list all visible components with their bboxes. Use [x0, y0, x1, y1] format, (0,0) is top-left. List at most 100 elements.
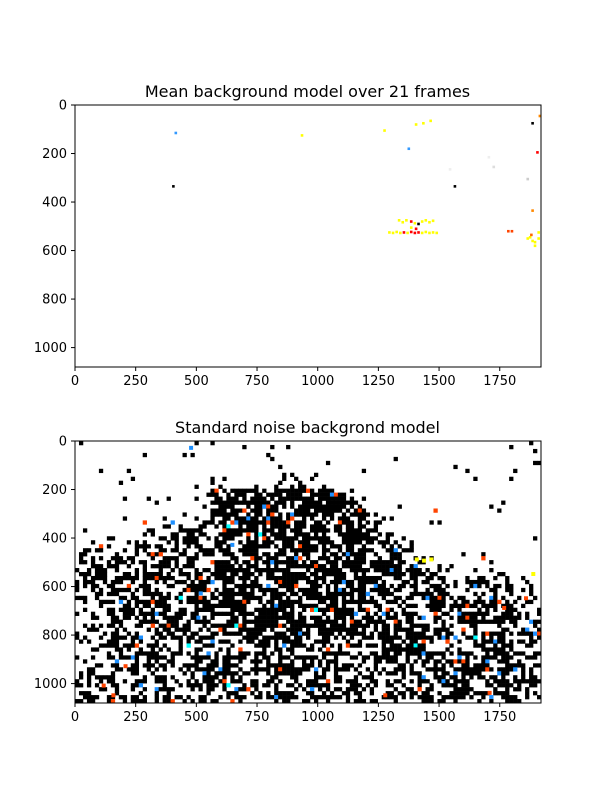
heatmap-cell [501, 691, 506, 696]
heatmap-cell [501, 667, 506, 672]
heatmap-cell [497, 667, 502, 672]
heatmap-cell [134, 540, 140, 545]
heatmap-cell [502, 605, 507, 610]
heatmap-cell [250, 548, 255, 553]
heatmap-cell [258, 572, 263, 577]
heatmap-cell [286, 575, 291, 581]
heatmap-cell [234, 572, 239, 577]
heatmap-cell [317, 595, 323, 601]
heatmap-cell [194, 528, 199, 533]
heatmap-cell [317, 488, 323, 493]
heatmap-cell [485, 663, 490, 668]
heatmap-cell [397, 595, 402, 601]
heatmap-cell [214, 488, 219, 493]
heatmap-cell [198, 579, 203, 585]
heatmap-cell [206, 687, 211, 692]
heatmap-cell [306, 587, 311, 593]
heatmap-cell [294, 564, 299, 569]
heatmap-cell [218, 484, 223, 489]
heatmap-cell [329, 504, 335, 509]
heatmap-cell [353, 691, 359, 696]
heatmap-cell [329, 508, 335, 513]
heatmap-cell [306, 512, 311, 517]
heatmap-cell [270, 695, 275, 700]
heatmap-cell [405, 548, 410, 553]
heatmap-cell [409, 591, 414, 597]
heatmap-cell [381, 564, 386, 569]
heatmap-cell [298, 528, 303, 533]
heatmap-cell [485, 679, 490, 684]
heatmap-cell [238, 659, 243, 664]
heatmap-cell [317, 615, 323, 620]
heatmap-cell [194, 603, 199, 609]
heatmap-cell [298, 587, 303, 593]
heatmap-cell [393, 667, 398, 672]
heatmap-cell [385, 599, 390, 605]
heatmap-cell [82, 635, 88, 640]
heatmap-cell [86, 627, 92, 632]
heatmap-cell [393, 540, 398, 545]
heatmap-cell [210, 516, 215, 521]
heatmap-cell [182, 587, 187, 593]
heatmap-cell [341, 552, 347, 557]
heatmap-cell [278, 659, 283, 664]
heatmap-cell [234, 591, 239, 597]
heatmap-cell [194, 683, 199, 688]
heatmap-cell [214, 524, 219, 529]
heatmap-cell [401, 536, 406, 541]
heatmap-cell [134, 683, 140, 688]
heatmap-cell [166, 556, 171, 561]
heatmap-cell [361, 607, 367, 612]
heatmap-cell [98, 591, 104, 597]
heatmap-cell [250, 564, 255, 569]
heatmap-cell [325, 500, 331, 505]
heatmap-cell [373, 583, 378, 589]
heatmap-cell [321, 488, 327, 493]
heatmap-cell [282, 643, 287, 648]
heatmap-cell [238, 623, 243, 628]
heatmap-cell [250, 552, 255, 557]
heatmap-cell [317, 564, 323, 569]
heatmap-cell [282, 476, 287, 481]
heatmap-cell [533, 595, 538, 601]
heatmap-cell [202, 667, 207, 672]
heatmap-cell [361, 687, 367, 692]
heatmap-cell [222, 579, 227, 585]
heatmap-cell [333, 635, 339, 640]
heatmap-cell [529, 679, 534, 684]
heatmap-cell [238, 500, 243, 505]
heatmap-cell [509, 444, 514, 450]
heatmap-cell [525, 631, 530, 636]
heatmap-cell [210, 552, 215, 557]
heatmap-cell [242, 687, 247, 692]
heatmap-cell [286, 492, 291, 497]
heatmap-cell [106, 544, 112, 549]
heatmap-cell [246, 687, 251, 692]
heatmap-cell [302, 699, 307, 704]
heatmap-cell [226, 663, 231, 668]
heatmap-cell [461, 687, 466, 692]
heatmap-cell [266, 540, 271, 545]
heatmap-cell [395, 230, 398, 234]
heatmap-cell [234, 671, 239, 676]
heatmap-cell [433, 651, 438, 656]
heatmap-cell [349, 488, 355, 493]
heatmap-cell [457, 679, 462, 684]
heatmap-cell [325, 560, 331, 565]
heatmap-cell [150, 635, 155, 640]
heatmap-cell [302, 524, 307, 529]
heatmap-cell [218, 623, 223, 628]
heatmap-cell [286, 524, 291, 529]
heatmap-cell [473, 583, 478, 589]
heatmap-cell [123, 664, 128, 669]
heatmap-cell [282, 472, 287, 478]
heatmap-cell [393, 575, 398, 581]
heatmap-cell [174, 651, 179, 656]
heatmap-cell [190, 595, 195, 601]
heatmap-cell [309, 647, 315, 652]
heatmap-cell [313, 500, 319, 505]
heatmap-cell [321, 575, 327, 581]
heatmap-cell [282, 639, 287, 644]
heatmap-cell [154, 675, 159, 680]
heatmap-cell [321, 635, 327, 640]
